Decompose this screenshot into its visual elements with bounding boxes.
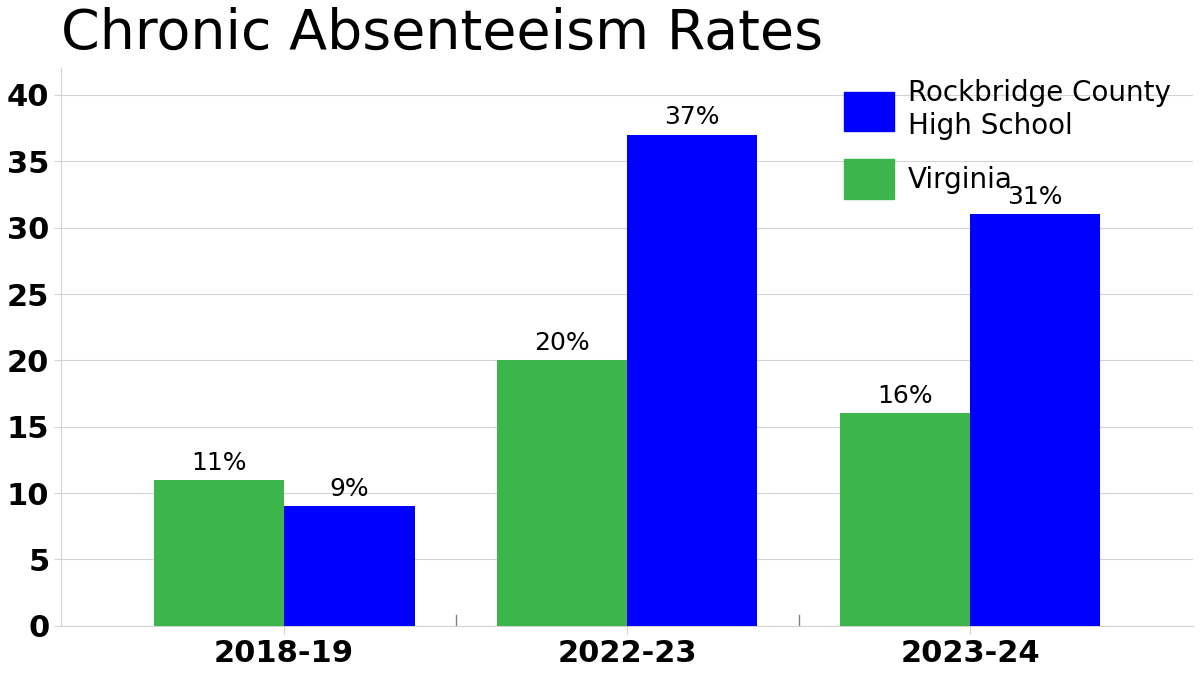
Bar: [497, 360, 628, 626]
Text: Chronic Absenteeism Rates: Chronic Absenteeism Rates: [61, 7, 823, 61]
Bar: [154, 480, 284, 626]
Text: 16%: 16%: [877, 384, 932, 408]
Text: 20%: 20%: [534, 331, 590, 355]
Text: 37%: 37%: [665, 105, 720, 130]
Bar: [840, 414, 970, 626]
Text: 9%: 9%: [330, 477, 370, 501]
Legend: Rockbridge County
High School, Virginia: Rockbridge County High School, Virginia: [835, 71, 1180, 207]
Bar: [970, 215, 1100, 626]
Text: 31%: 31%: [1008, 185, 1063, 209]
Bar: [628, 135, 757, 626]
Bar: [284, 506, 414, 626]
Text: 11%: 11%: [191, 450, 247, 475]
